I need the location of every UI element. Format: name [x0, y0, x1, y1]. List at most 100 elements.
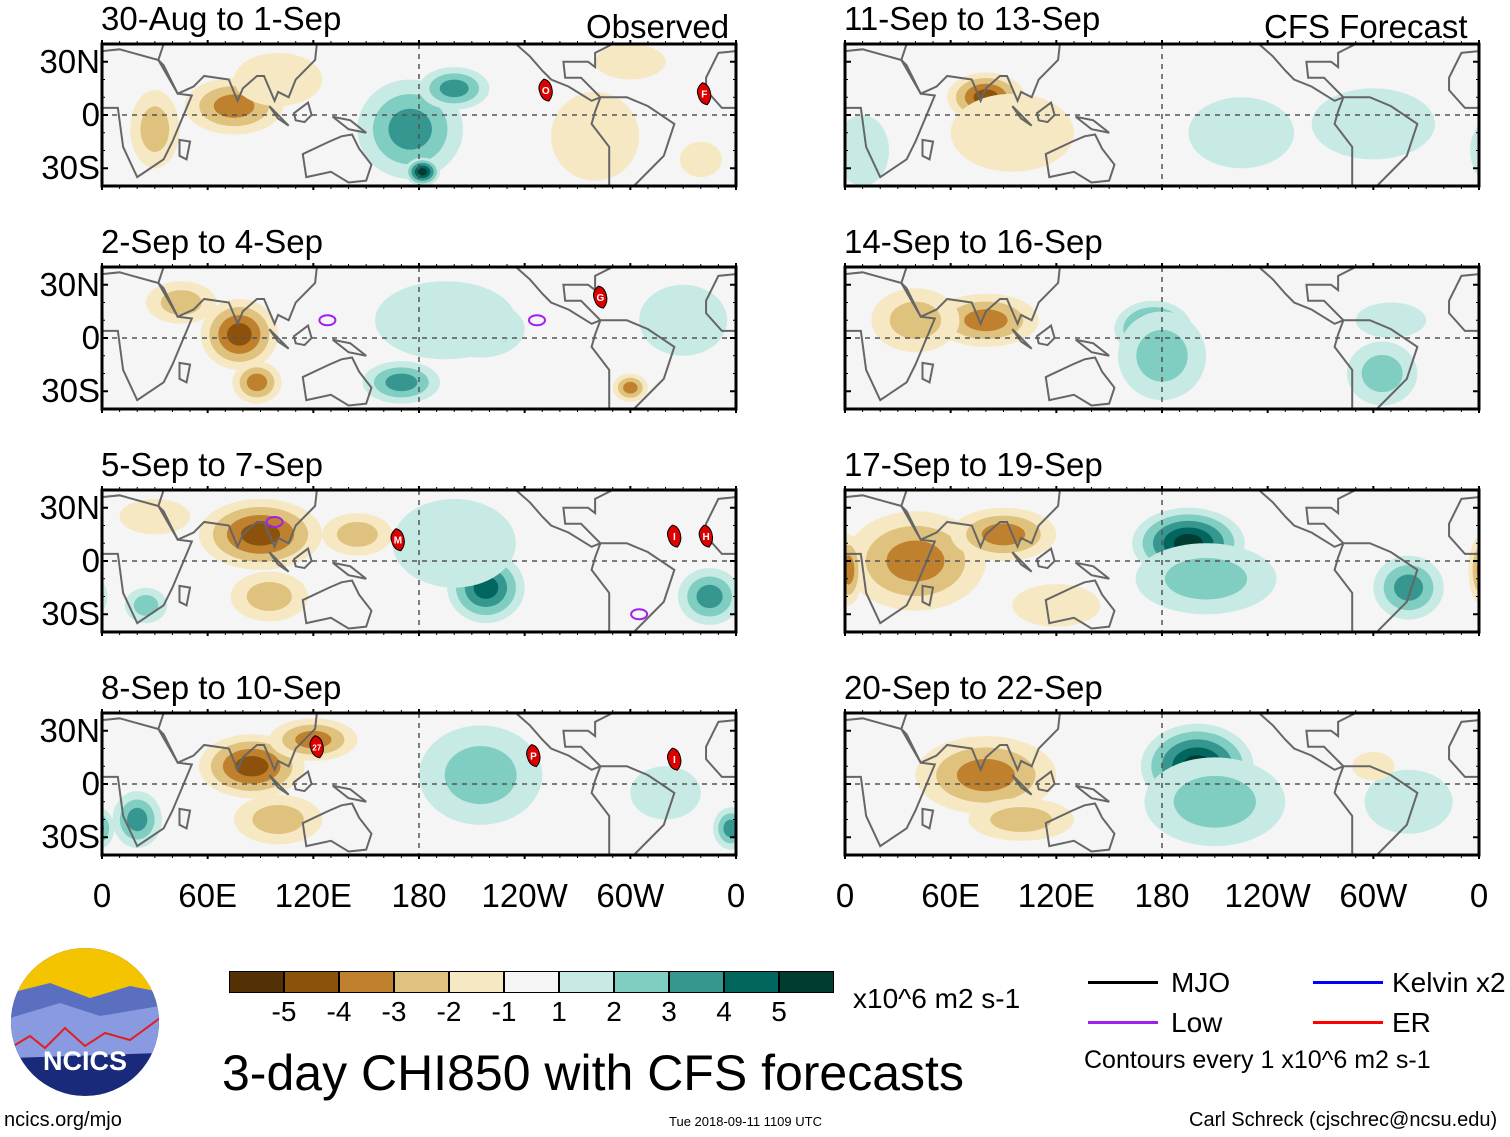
- coastline: [332, 561, 367, 580]
- coastline: [1075, 784, 1110, 803]
- coastline: [102, 717, 194, 848]
- coastline: [157, 267, 318, 327]
- legend-label-kelvin: Kelvin x2: [1392, 967, 1506, 998]
- panel-title: 11-Sep to 13-Sep: [844, 0, 1101, 37]
- y-tick-label: 30N: [39, 42, 100, 80]
- anomaly-contour: [133, 595, 159, 616]
- coastline: [900, 267, 1061, 327]
- storm-label: P: [530, 752, 537, 763]
- colorbar-label: 4: [716, 996, 732, 1027]
- colorbar-swatch: [669, 971, 724, 993]
- storm-icon: G: [593, 285, 608, 309]
- coastline: [1011, 105, 1033, 127]
- panel-title: 30-Aug to 1-Sep: [101, 0, 342, 37]
- anomaly-contour: [964, 309, 1008, 332]
- anomaly-contour: [227, 323, 252, 346]
- x-tick-label: 180: [391, 877, 447, 914]
- anomaly-contour: [252, 805, 304, 834]
- coastline: [157, 490, 318, 550]
- anomaly-contour: [246, 373, 268, 392]
- coastline: [292, 100, 313, 124]
- coastline: [514, 490, 614, 548]
- coastline: [268, 105, 290, 127]
- anomaly-contour: [679, 141, 722, 178]
- anomaly-contour: [950, 93, 1074, 172]
- anomaly-contour: [696, 584, 723, 609]
- x-tick-label: 0: [835, 877, 855, 914]
- x-tick-label: 180: [1134, 877, 1190, 914]
- colorbar-swatch: [504, 971, 559, 993]
- logo-text: NCICS: [43, 1046, 127, 1076]
- colorbar-swatch: [449, 971, 504, 993]
- anomaly-contour: [1394, 574, 1424, 601]
- x-tick-label: 120E: [274, 877, 352, 914]
- storm-icon: I: [666, 747, 682, 771]
- coastline: [301, 133, 373, 184]
- coastline: [178, 807, 192, 830]
- anomaly-contour: [956, 759, 1015, 792]
- storm-icon: H: [698, 524, 714, 548]
- low-contour: [265, 515, 284, 528]
- coastline: [301, 356, 373, 407]
- x-tick-label: 0: [726, 877, 746, 914]
- observed-header: Observed: [586, 8, 730, 45]
- anomaly-contour: [439, 79, 469, 98]
- anomaly-contour: [630, 766, 701, 820]
- anomaly-contour: [1012, 584, 1101, 627]
- anomaly-contour: [385, 373, 418, 392]
- colorbar-label: 3: [661, 996, 677, 1027]
- map-panel: [843, 40, 1481, 190]
- anomaly-contour: [1136, 329, 1188, 382]
- anomaly-contour: [623, 381, 638, 394]
- map-panel: 27 P I: [100, 709, 738, 859]
- coastline: [292, 769, 313, 793]
- coastline: [1011, 328, 1033, 350]
- coastline: [1333, 542, 1419, 632]
- footer-url[interactable]: ncics.org/mjo: [4, 1109, 122, 1131]
- storm-label: M: [394, 536, 402, 547]
- coastline: [301, 579, 373, 630]
- panel-title: 8-Sep to 10-Sep: [101, 669, 342, 706]
- coastline: [292, 546, 313, 570]
- colorbar-swatch: [394, 971, 449, 993]
- anomaly-contour: [213, 94, 255, 118]
- legend-line-er: [1313, 1021, 1383, 1024]
- panel-title: 5-Sep to 7-Sep: [101, 446, 323, 483]
- coastline: [1044, 356, 1116, 407]
- legend-label-low: Low: [1171, 1007, 1223, 1038]
- coastline: [900, 44, 1061, 104]
- anomaly-contour: [388, 108, 432, 150]
- x-tick-label: 120W: [481, 877, 568, 914]
- colorbar-swatch: [284, 971, 339, 993]
- storm-icon: M: [390, 528, 405, 552]
- footer-author: Carl Schreck (cjschrec@ncsu.edu): [1189, 1109, 1498, 1131]
- coastline: [921, 361, 935, 384]
- x-tick-label: 0: [92, 877, 112, 914]
- footer-timestamp: Tue 2018-09-11 1109 UTC: [669, 1114, 822, 1129]
- y-tick-label: 30S: [41, 595, 100, 633]
- x-tick-label: 120E: [1017, 877, 1095, 914]
- storm-icon: P: [526, 744, 541, 768]
- colorbar-label: -3: [381, 996, 407, 1027]
- storm-icon: F: [696, 82, 712, 106]
- colorbar-label: -1: [491, 996, 517, 1027]
- coastline: [1075, 115, 1110, 134]
- anomaly-contour: [246, 582, 292, 611]
- legend-line-mjo: [1088, 981, 1158, 984]
- units-label: x10^6 m2 s-1: [853, 983, 1021, 1014]
- storm-label: I: [673, 532, 676, 543]
- x-tick-label: 60E: [178, 877, 238, 914]
- anomaly-contour: [889, 301, 942, 339]
- coastline: [1448, 719, 1479, 778]
- legend-label-mjo: MJO: [1171, 967, 1231, 998]
- coastline: [268, 551, 290, 573]
- map-panel: G: [100, 263, 738, 413]
- coastline: [900, 713, 1061, 773]
- coastline: [590, 765, 676, 855]
- anomaly-contour: [1355, 302, 1427, 338]
- coastline: [292, 323, 313, 347]
- coastline: [268, 328, 290, 350]
- map-panel: [843, 263, 1481, 413]
- coastline: [1011, 774, 1033, 796]
